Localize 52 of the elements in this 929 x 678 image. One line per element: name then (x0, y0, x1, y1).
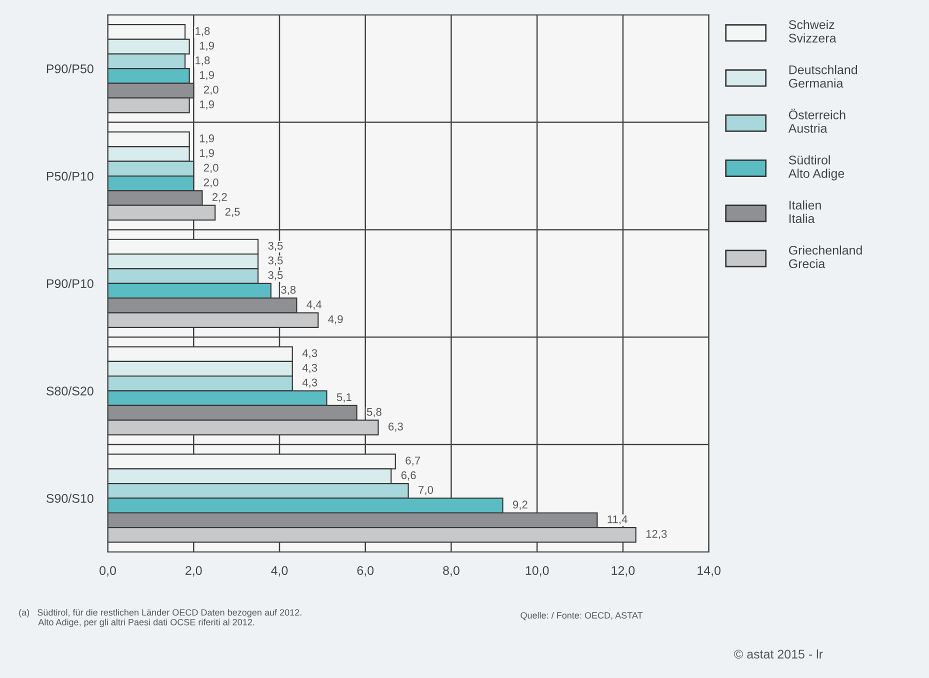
y-tick-label: P50/P10 (46, 171, 94, 181)
x-tick-label: 0,0 (100, 566, 116, 576)
y-tick-label: S80/S20 (46, 386, 94, 396)
x-tick-label: 6,0 (357, 566, 374, 576)
data-label: 9,2 (512, 500, 528, 510)
legend-label: Schweiz Svizzera (788, 20, 836, 43)
legend-label: Südtirol Alto Adige (788, 155, 844, 180)
data-label: 1,9 (200, 71, 214, 80)
data-label: 6,3 (388, 422, 403, 432)
legend-label: Italien Italia (790, 200, 821, 224)
data-label: 2,0 (204, 164, 218, 173)
data-label: 3,5 (268, 271, 283, 280)
data-label: 3,8 (281, 286, 296, 296)
x-tick-label: 12,0 (612, 566, 635, 576)
data-label: 6,7 (406, 456, 420, 466)
data-label: 6,6 (401, 471, 416, 480)
legend-label: Österreich Austria (788, 108, 846, 133)
data-label: 7,0 (418, 486, 434, 496)
data-label: 3,5 (268, 242, 283, 252)
data-label: 1,8 (196, 27, 210, 36)
data-label: 4,4 (306, 300, 322, 310)
x-tick-label: 14,0 (698, 566, 721, 576)
data-label: 4,3 (302, 378, 318, 388)
text: © astat 2015 - lr (734, 649, 823, 659)
data-label: 2,0 (204, 86, 218, 95)
y-tick-label: S90/S10 (46, 494, 94, 503)
text: (a) Südtirol, für die restlichen Länder OECD Daten bezogen auf 2012. Alto Adige, per gli altri Paesi dati OCSE riferiti al 2012. (19, 609, 302, 628)
x-tick-label: 10,0 (526, 566, 549, 576)
data-label: 5,1 (336, 393, 352, 402)
data-label: 5,8 (366, 408, 382, 418)
data-label: 4,3 (302, 349, 318, 358)
data-label: 1,9 (200, 100, 214, 110)
data-label: 2,0 (204, 178, 218, 188)
data-label: 4,3 (302, 364, 318, 374)
data-label: 1,8 (196, 56, 210, 66)
data-label: 1,9 (200, 42, 214, 51)
y-tick-label: P90/P10 (46, 278, 94, 288)
data-label: 1,9 (200, 149, 214, 158)
y-tick-label: P90/P50 (46, 64, 94, 74)
data-label: 1,9 (200, 134, 214, 144)
x-tick-label: 4,0 (271, 566, 288, 576)
data-label: 2,5 (225, 208, 240, 217)
source-note: Quelle: / Fonte: OECD, ASTAT (520, 612, 643, 620)
x-tick-label: 2,0 (186, 566, 202, 576)
x-tick-label: 8,0 (443, 566, 460, 576)
legend-label: Griechenland Grecia (788, 246, 862, 268)
data-label: 4,9 (328, 315, 343, 324)
legend-label: Deutschland Germania (788, 65, 858, 88)
data-label: 2,2 (212, 193, 227, 202)
data-label: 3,5 (268, 256, 283, 266)
data-label: 11,4 (608, 515, 628, 525)
data-label: 12,3 (646, 530, 667, 540)
